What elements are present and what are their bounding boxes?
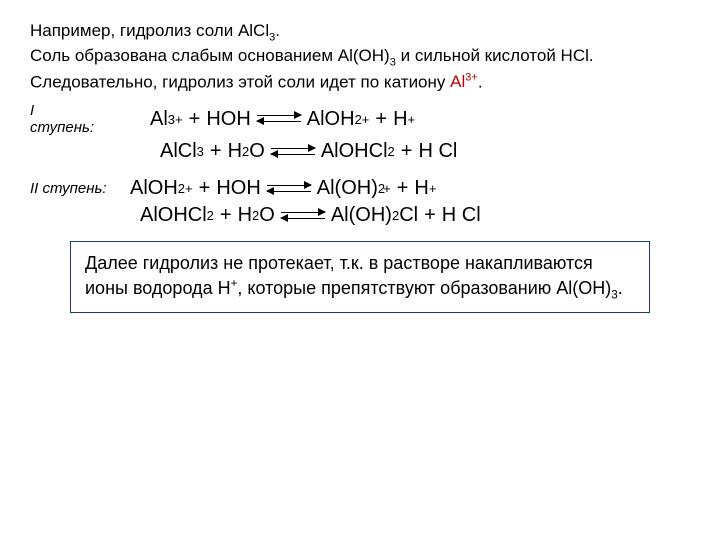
equilibrium-arrow-icon: [271, 145, 315, 159]
step1-label: Iступень:: [30, 102, 120, 136]
step2-ionic: II ступень: AlOH2+ + HOH Al(OH)2+ + H+: [30, 177, 690, 200]
intro-text: Например, гидролиз соли AlCl3. Соль обра…: [30, 20, 690, 94]
equilibrium-arrow-icon: [281, 209, 325, 223]
step1-molecular: AlCl3 + H2O AlOHCl2 + H Cl: [160, 140, 690, 163]
step2-label: II ступень:: [30, 180, 120, 197]
step2-molecular: AlOHCl2 + H2O Al(OH)2Cl + H Cl: [140, 204, 690, 227]
step1-ionic: Iступень: Al3+ + HOH AlOH2+ + H+: [30, 102, 690, 136]
equilibrium-arrow-icon: [267, 182, 311, 196]
conclusion-box: Далее гидролиз не протекает, т.к. в раст…: [70, 241, 650, 313]
equilibrium-arrow-icon: [257, 112, 301, 126]
